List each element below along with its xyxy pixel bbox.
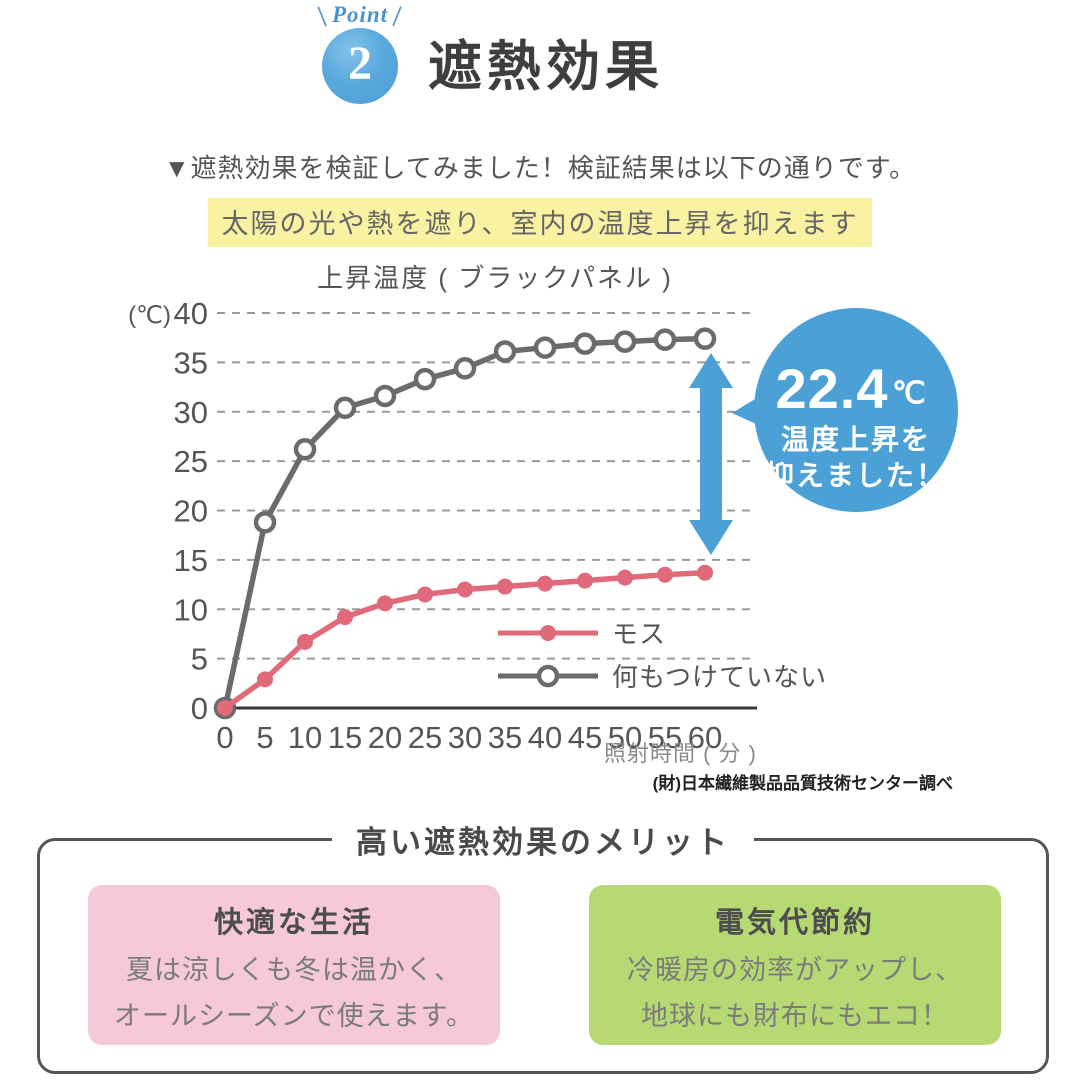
annotation-bubble: 22.4 ℃ 温度上昇を 抑えました！: [732, 308, 958, 512]
x-tick-label: 30: [448, 720, 482, 755]
data-point-marker: [533, 336, 557, 359]
data-point-marker: [293, 438, 317, 461]
data-point-marker: [653, 328, 677, 351]
y-tick-label: 0: [191, 691, 208, 726]
annotation-line1: 温度上昇を: [781, 424, 931, 455]
gridlines: [217, 312, 757, 660]
x-tick-label: 20: [368, 720, 402, 755]
highlight-row: 太陽の光や熱を遮り、室内の温度上昇を抑えます: [0, 198, 1080, 247]
y-tick-label: 25: [174, 444, 208, 479]
chart-title: 上昇温度 ( ブラックパネル ): [317, 263, 673, 293]
data-point-marker: [577, 572, 593, 589]
x-tick-label: 5: [256, 720, 273, 755]
merit-card-comfort: 快適な生活 夏は涼しくも冬は温かく、 オールシーズンで使えます。: [88, 885, 500, 1045]
data-point-marker: [693, 327, 717, 350]
data-point-marker: [613, 330, 637, 353]
point-badge: | Point | 2: [314, 1, 406, 104]
merit-card-electricity: 電気代節約 冷暖房の効率がアップし、 地球にも財布にもエコ！: [589, 885, 1001, 1045]
merits-box: 高い遮熱効果のメリット 快適な生活 夏は涼しくも冬は温かく、 オールシーズンで使…: [37, 817, 1049, 1074]
y-tick-label: 35: [174, 345, 208, 380]
data-point-marker: [373, 384, 397, 408]
x-tick-label: 15: [328, 720, 362, 755]
point-number-circle: 2: [322, 28, 398, 104]
merit-card-title: 電気代節約: [714, 907, 875, 939]
x-tick-label: 10: [288, 720, 322, 755]
source-credit: (財)日本繊維製品品質技術センター調べ: [653, 773, 953, 793]
x-tick-label: 0: [216, 720, 233, 755]
intro-text: ▼遮熱効果を検証してみました！検証結果は以下の通りです。: [163, 153, 917, 183]
data-point-marker: [493, 340, 517, 363]
data-point-marker: [377, 595, 393, 612]
page-title: 遮熱効果: [428, 37, 664, 97]
y-axis-unit-label: (℃): [128, 302, 171, 329]
data-point-marker: [540, 625, 556, 641]
y-tick-label: 20: [174, 494, 208, 529]
x-tick-label: 60: [688, 720, 722, 755]
bubble-circle: [754, 308, 958, 512]
merit-card-text-line: 冷暖房の効率がアップし、: [627, 955, 963, 985]
data-point-marker: [417, 586, 433, 603]
x-tick-label: 45: [568, 720, 602, 755]
y-tick-label: 5: [191, 642, 208, 677]
x-tick-label: 55: [648, 720, 682, 755]
data-point-marker: [217, 700, 233, 716]
x-tick-label: 25: [408, 720, 442, 755]
x-tick-label: 35: [488, 720, 522, 755]
legend-label: モス: [612, 619, 666, 649]
data-point-marker: [337, 609, 353, 626]
merit-card-text-line: オールシーズンで使えます。: [114, 1001, 474, 1031]
data-point-marker: [297, 633, 313, 650]
legend-label: 何もつけていない: [612, 662, 827, 692]
x-tick-label: 40: [528, 720, 562, 755]
x-axis-label: 照射時間 ( 分 ): [604, 741, 757, 766]
highlighted-claim: 太陽の光や熱を遮り、室内の温度上昇を抑えます: [207, 198, 873, 247]
point-ribbon: | Point |: [314, 1, 406, 28]
y-tick-label: 10: [174, 592, 208, 627]
data-point-marker: [457, 581, 473, 598]
annotation-unit: ℃: [892, 377, 926, 410]
data-point-marker: [333, 396, 357, 420]
x-tick-label: 50: [608, 720, 642, 755]
merit-card-title: 快適な生活: [213, 907, 374, 939]
data-point-marker: [573, 332, 597, 355]
annotation-value: 22.4: [776, 357, 889, 420]
difference-arrow-icon: [689, 353, 733, 555]
annotation-line2: 抑えました！: [766, 460, 946, 491]
merit-card-text-line: 夏は涼しくも冬は温かく、: [126, 955, 462, 985]
data-point-marker: [617, 569, 633, 586]
y-tick-label: 40: [174, 296, 208, 331]
data-point-marker: [657, 566, 673, 583]
ribbon-left-bar-icon: |: [314, 1, 330, 28]
point-number: 2: [348, 37, 372, 90]
data-series: [213, 327, 717, 720]
data-point-marker: [497, 578, 513, 595]
data-point-marker: [536, 664, 560, 688]
y-tick-label: 15: [174, 543, 208, 578]
y-tick-label: 30: [174, 395, 208, 430]
data-point-marker: [453, 357, 477, 380]
merit-card-text-line: 地球にも財布にもエコ！: [641, 1001, 949, 1031]
data-point-marker: [537, 575, 553, 592]
point-label: Point: [331, 2, 389, 27]
data-point-marker: [257, 671, 273, 688]
data-point-marker: [253, 511, 277, 534]
ribbon-right-bar-icon: |: [390, 1, 406, 28]
data-point-marker: [413, 367, 437, 391]
data-point-marker: [697, 564, 713, 581]
merits-heading: 高い遮熱効果のメリット: [332, 817, 754, 862]
